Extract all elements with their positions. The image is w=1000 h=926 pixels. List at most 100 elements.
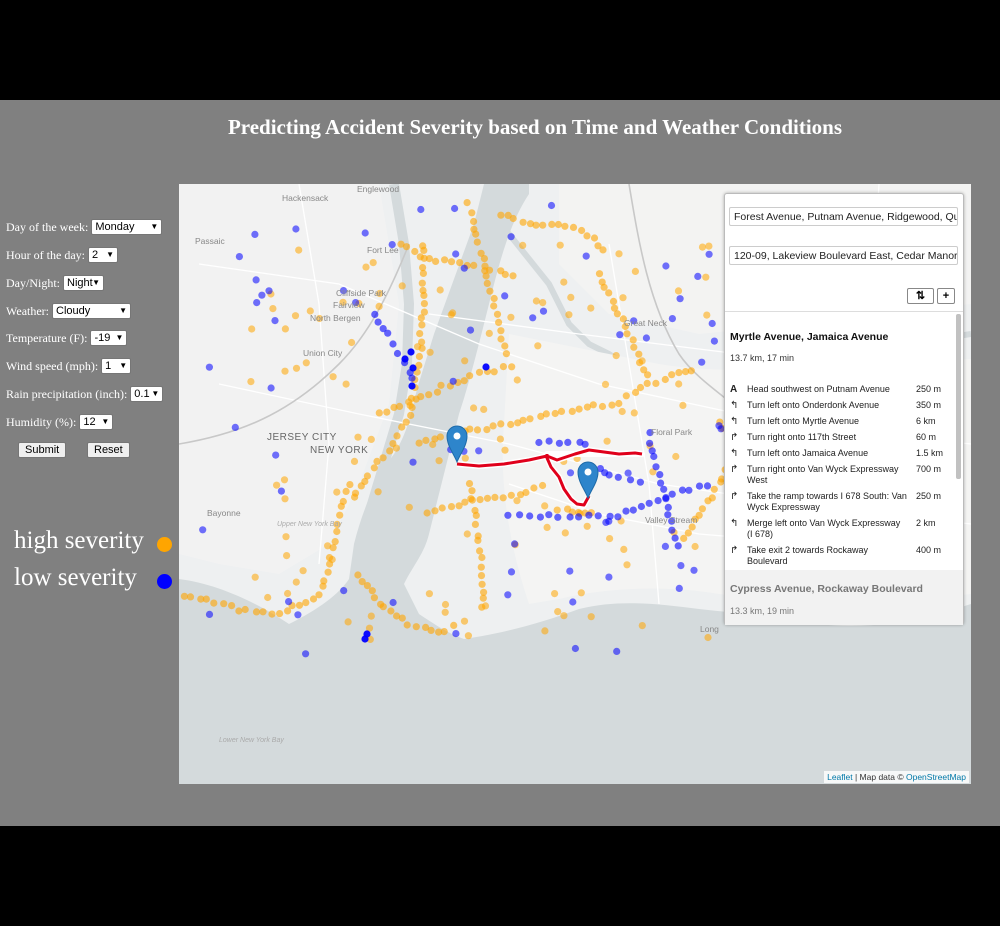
accident-point[interactable] [480, 405, 488, 413]
accident-point[interactable] [676, 295, 684, 303]
accident-point[interactable] [477, 249, 485, 257]
accident-point[interactable] [425, 590, 433, 598]
accident-point[interactable] [406, 401, 414, 410]
accident-point[interactable] [358, 578, 366, 586]
accident-point[interactable] [557, 407, 566, 415]
accident-point[interactable] [460, 377, 468, 385]
humidity-select[interactable]: 12 ▼ [79, 414, 114, 430]
accident-point[interactable] [455, 502, 463, 510]
accident-point[interactable] [361, 229, 369, 237]
accident-point[interactable] [717, 425, 725, 433]
accident-point[interactable] [463, 199, 471, 207]
accident-point[interactable] [566, 567, 574, 575]
accident-point[interactable] [350, 457, 359, 465]
accident-point[interactable] [691, 515, 699, 523]
accident-point[interactable] [205, 363, 213, 371]
accident-point[interactable] [427, 626, 435, 634]
accident-point[interactable] [415, 439, 423, 447]
accident-point[interactable] [539, 221, 547, 229]
accident-point[interactable] [566, 513, 574, 521]
accident-point[interactable] [477, 572, 486, 580]
accident-point[interactable] [638, 357, 646, 365]
accident-point[interactable] [357, 482, 365, 490]
accident-point[interactable] [464, 632, 472, 640]
accident-point[interactable] [623, 330, 631, 338]
accident-point[interactable] [425, 255, 433, 263]
accident-point[interactable] [426, 348, 434, 356]
accident-point[interactable] [490, 302, 498, 310]
accident-point[interactable] [285, 598, 293, 606]
accident-point[interactable] [331, 538, 339, 546]
accident-point[interactable] [276, 610, 284, 618]
accident-point[interactable] [626, 476, 635, 484]
accident-point[interactable] [710, 337, 719, 345]
accident-point[interactable] [631, 267, 639, 275]
accident-point[interactable] [671, 534, 679, 542]
accident-point[interactable] [398, 282, 406, 290]
accident-point[interactable] [575, 405, 583, 413]
accident-point[interactable] [583, 403, 591, 411]
accident-point[interactable] [383, 408, 391, 416]
accident-point[interactable] [587, 613, 595, 621]
accident-point[interactable] [578, 226, 586, 235]
accident-point[interactable] [532, 297, 540, 305]
accident-point[interactable] [472, 230, 480, 238]
accident-point[interactable] [466, 326, 475, 334]
accident-point[interactable] [420, 291, 428, 299]
accident-point[interactable] [393, 432, 401, 440]
accident-point[interactable] [519, 241, 527, 249]
accident-point[interactable] [366, 635, 374, 643]
accident-point[interactable] [295, 246, 303, 254]
accident-point[interactable] [554, 513, 562, 521]
accident-point[interactable] [657, 479, 665, 487]
accident-point[interactable] [501, 342, 509, 350]
accident-point[interactable] [541, 502, 549, 510]
accident-point[interactable] [619, 315, 627, 323]
accident-point[interactable] [370, 464, 378, 472]
accident-point[interactable] [368, 587, 376, 595]
accident-point[interactable] [478, 553, 486, 562]
accident-point[interactable] [420, 254, 428, 262]
accident-point[interactable] [605, 573, 613, 581]
accident-point[interactable] [507, 420, 515, 429]
accident-point[interactable] [419, 264, 427, 272]
accident-point[interactable] [306, 307, 314, 315]
accident-point[interactable] [482, 363, 490, 371]
accident-point[interactable] [590, 234, 599, 242]
accident-point[interactable] [483, 279, 491, 287]
accident-point[interactable] [422, 623, 430, 631]
accident-point[interactable] [497, 327, 505, 335]
accident-point[interactable] [309, 595, 318, 603]
accident-point[interactable] [210, 599, 218, 607]
accident-point[interactable] [302, 650, 310, 658]
accident-point[interactable] [551, 590, 559, 598]
accident-point[interactable] [541, 627, 549, 635]
accident-point[interactable] [564, 438, 572, 446]
accident-point[interactable] [601, 380, 610, 388]
accident-point[interactable] [402, 243, 411, 251]
accident-point[interactable] [514, 419, 522, 427]
accident-point[interactable] [411, 247, 419, 256]
accident-point[interactable] [292, 225, 300, 233]
accident-point[interactable] [644, 371, 652, 379]
accident-point[interactable] [668, 315, 676, 323]
accident-point[interactable] [395, 402, 404, 410]
accident-point[interactable] [482, 272, 490, 280]
accident-point[interactable] [431, 435, 439, 443]
accident-point[interactable] [417, 314, 425, 322]
accident-point[interactable] [577, 589, 585, 597]
accident-point[interactable] [605, 289, 613, 297]
accident-point[interactable] [324, 568, 332, 576]
accident-point[interactable] [390, 403, 398, 411]
accident-point[interactable] [710, 485, 718, 493]
accident-point[interactable] [180, 592, 188, 600]
accident-point[interactable] [379, 603, 387, 611]
accident-point[interactable] [319, 582, 327, 590]
accident-point[interactable] [302, 359, 310, 367]
accident-point[interactable] [265, 287, 273, 295]
accident-point[interactable] [269, 305, 277, 313]
accident-point[interactable] [582, 252, 590, 260]
accident-point[interactable] [435, 628, 443, 636]
accident-point[interactable] [677, 562, 685, 570]
accident-point[interactable] [616, 331, 624, 339]
